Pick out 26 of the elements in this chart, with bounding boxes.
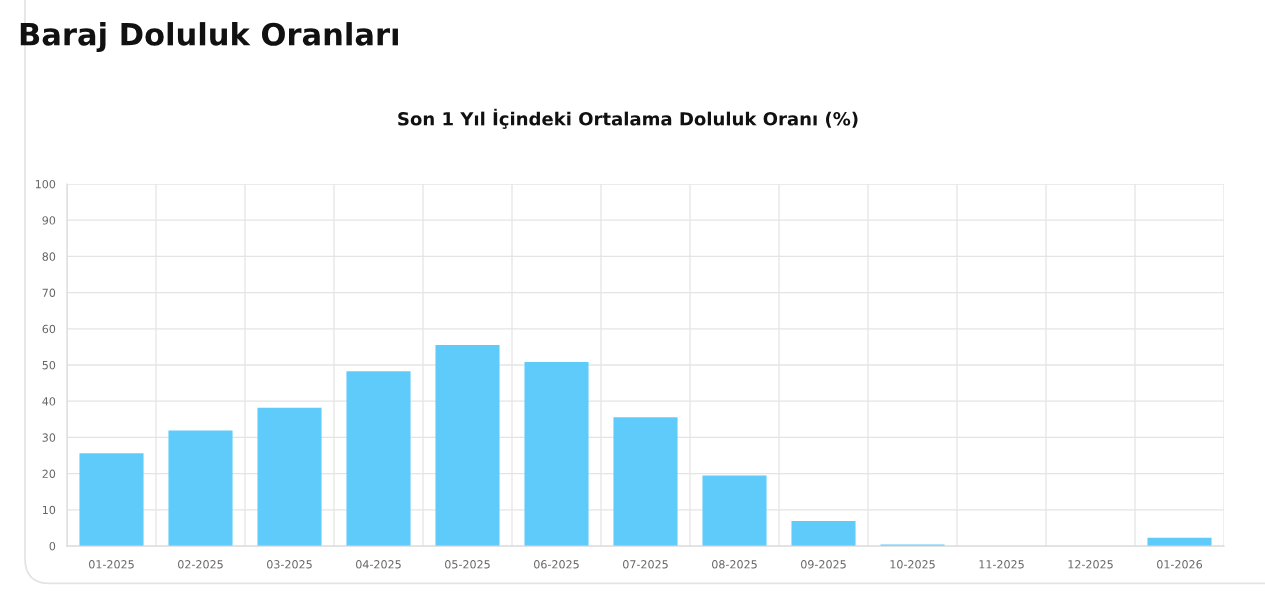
y-tick-label: 10 <box>42 505 56 515</box>
y-tick-label: 60 <box>42 324 56 334</box>
y-tick-label: 100 <box>35 179 56 189</box>
y-tick-label: 70 <box>42 288 56 297</box>
x-tick-label: 01-2026 <box>1157 560 1203 569</box>
y-tick-label: 20 <box>42 469 56 478</box>
x-tick-label: 03-2025 <box>267 560 312 569</box>
x-tick-label: 09-2025 <box>801 560 846 569</box>
x-tick-label: 07-2025 <box>623 560 668 569</box>
x-tick-label: 06-2025 <box>534 560 579 569</box>
y-tick-label: 0 <box>49 541 56 551</box>
x-tick-label: 04-2025 <box>356 560 401 569</box>
x-tick-label: 11-2025 <box>979 560 1024 569</box>
y-tick-label: 50 <box>42 360 56 370</box>
x-tick-label: 02-2025 <box>178 560 223 569</box>
chart-title: Baraj Doluluk Oranları <box>20 22 398 52</box>
x-tick-label: 08-2025 <box>712 560 757 569</box>
y-tick-label: 80 <box>42 252 56 261</box>
x-tick-label: 10-2025 <box>890 560 935 569</box>
x-tick-label: 05-2025 <box>445 560 490 569</box>
x-tick-label: 12-2025 <box>1068 560 1113 569</box>
y-tick-label: 40 <box>42 397 56 406</box>
x-tick-label: 01-2025 <box>89 560 134 569</box>
y-tick-label: 30 <box>42 433 56 442</box>
chart-subtitle: Son 1 Yıl İçindeki Ortalama Doluluk Oranı (%) <box>398 108 858 129</box>
y-tick-label: 90 <box>42 216 56 225</box>
